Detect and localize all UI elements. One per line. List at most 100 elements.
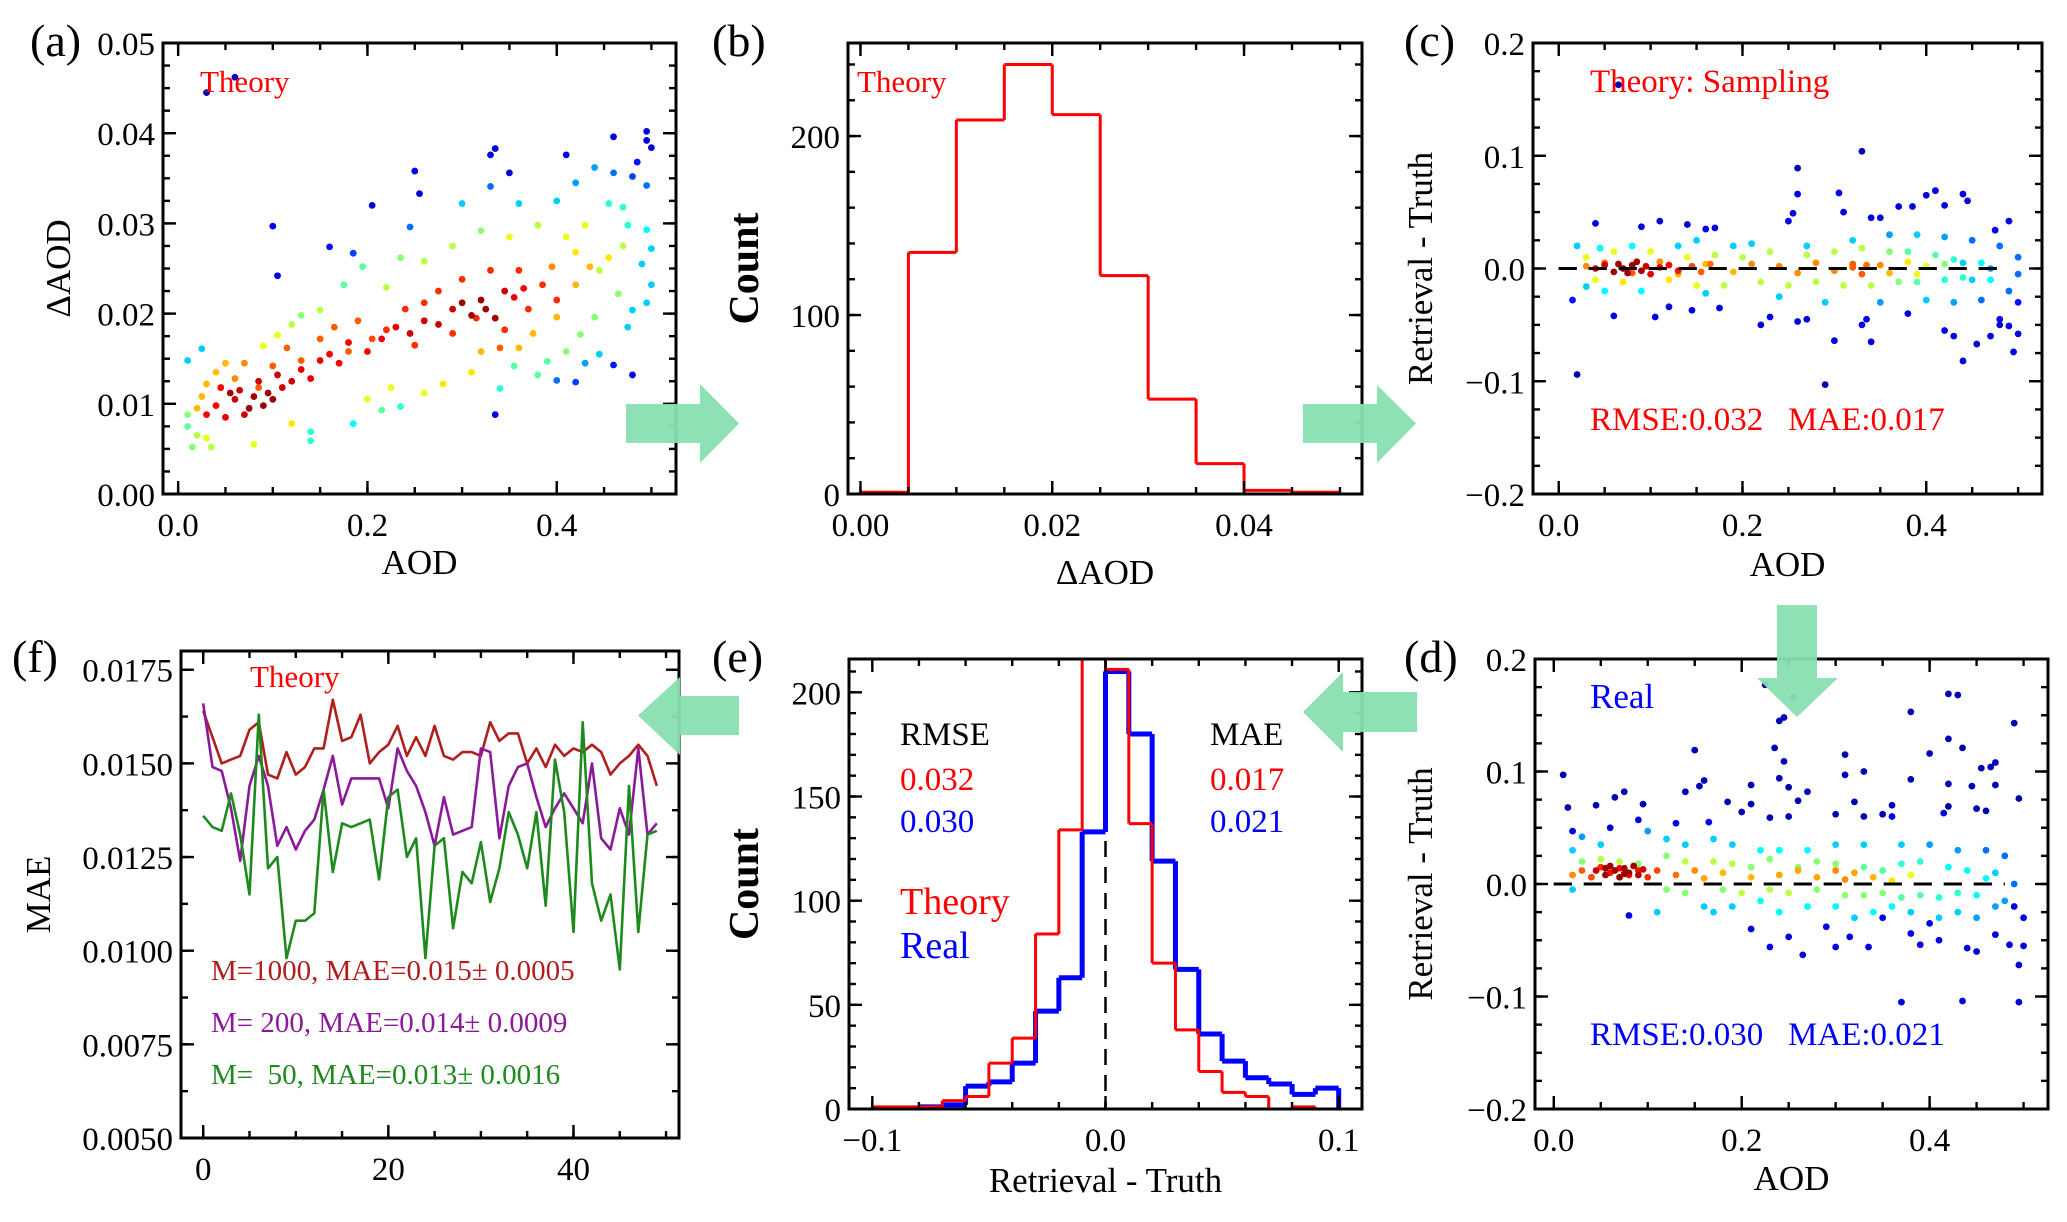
scatter-point xyxy=(510,362,518,370)
scatter-point xyxy=(1747,863,1755,871)
scatter-point xyxy=(1738,889,1746,897)
scatter-point xyxy=(1602,864,1609,872)
x-tick-label: 0.4 xyxy=(1909,1123,1950,1159)
panel-a: 0.0 0.2 0.4 0.00 0.01 0.02 0.03 0.04 0.05 (a) AOD Δ… xyxy=(30,15,678,582)
scatter-point xyxy=(1996,315,2004,323)
scatter-point xyxy=(1888,801,1896,809)
scatter-point xyxy=(1688,306,1696,314)
y-tick-label: 0.2 xyxy=(1486,643,1527,679)
scatter-point xyxy=(1578,867,1586,874)
scatter-point xyxy=(1766,313,1774,321)
plot-area-e xyxy=(870,659,1342,1109)
scatter-point xyxy=(1625,912,1633,919)
scatter-point xyxy=(1633,258,1641,266)
scatter-point xyxy=(1665,276,1673,284)
scatter-point xyxy=(1945,802,1952,810)
scatter-point xyxy=(1851,914,1858,922)
y-axis-label: ΔAOD xyxy=(39,219,78,317)
scatter-point xyxy=(184,411,192,419)
scatter-point xyxy=(1913,231,1921,239)
scatter-point xyxy=(1775,293,1783,301)
scatter-point xyxy=(1841,751,1849,759)
scatter-point xyxy=(1803,242,1811,250)
scatter-point xyxy=(231,395,239,403)
scatter-point xyxy=(1624,269,1632,277)
scatter-point xyxy=(1959,259,1967,267)
scatter-point xyxy=(1904,310,1912,317)
scatter-point xyxy=(1803,251,1811,259)
scatter-point xyxy=(1959,190,1967,198)
scatter-point xyxy=(1785,282,1792,289)
scatter-point xyxy=(1876,298,1884,306)
scatter-point xyxy=(1619,278,1627,286)
scatter-point xyxy=(1651,313,1659,321)
scatter-point xyxy=(1945,690,1952,698)
x-tick-label: 0.02 xyxy=(1023,508,1081,544)
scatter-point xyxy=(610,133,617,141)
scatter-point xyxy=(496,344,504,352)
scatter-point xyxy=(1616,873,1623,881)
scatter-point xyxy=(458,299,466,307)
scatter-point xyxy=(1683,221,1691,228)
scatter-point xyxy=(416,190,423,198)
scatter-point xyxy=(1932,187,1939,195)
scatter-point xyxy=(1766,886,1774,894)
scatter-point xyxy=(274,272,281,280)
scatter-point xyxy=(1681,841,1689,849)
scatter-point xyxy=(1860,891,1868,899)
scatter-point xyxy=(1963,944,1971,952)
scatter-point xyxy=(1775,774,1783,782)
scatter-point xyxy=(269,395,277,403)
scatter-point xyxy=(1705,818,1713,826)
scatter-point xyxy=(1729,242,1737,250)
scatter-point xyxy=(1747,781,1755,789)
scatter-point xyxy=(1610,268,1618,276)
x-tick-label: 0.1 xyxy=(1318,1123,1359,1159)
scatter-point xyxy=(1672,871,1680,879)
scatter-point xyxy=(1611,867,1619,874)
y-tick-label: 0.0 xyxy=(1486,868,1527,904)
scatter-point xyxy=(1835,189,1843,197)
y-tick-label: 0.2 xyxy=(1484,27,1525,63)
y-tick-label: 0.0125 xyxy=(82,841,173,877)
scatter-point xyxy=(1950,332,1958,340)
scatter-point xyxy=(529,330,537,337)
ticks xyxy=(848,43,1362,496)
scatter-point xyxy=(1945,863,1952,871)
scatter-point xyxy=(245,404,253,412)
scatter-point xyxy=(629,371,636,379)
scatter-point xyxy=(1973,914,1980,922)
scatter-point xyxy=(269,222,277,230)
scatter-point xyxy=(534,371,542,379)
scatter-point xyxy=(1858,147,1866,155)
scatter-point xyxy=(1672,819,1680,827)
scatter-point xyxy=(624,221,632,229)
scatter-point xyxy=(1766,248,1774,255)
x-tick-label: 0.00 xyxy=(832,508,890,544)
scatter-point xyxy=(1729,268,1737,276)
scatter-point xyxy=(1941,260,1949,268)
scatter-point xyxy=(1987,332,1994,340)
scatter-point xyxy=(449,305,457,313)
scatter-point xyxy=(345,339,352,346)
scatter-point xyxy=(297,312,305,319)
scatter-point xyxy=(562,151,570,159)
x-tick-label: 0.0 xyxy=(1538,508,1579,544)
scatter-point xyxy=(1794,269,1802,277)
scatter-point xyxy=(1916,858,1924,865)
scatter-point xyxy=(1656,258,1664,266)
scatter-point xyxy=(307,437,315,445)
scatter-point xyxy=(581,221,589,229)
scatter-point xyxy=(449,242,457,250)
scatter-point xyxy=(1638,267,1645,275)
axes-frame xyxy=(846,41,1364,496)
scatter-point xyxy=(1941,327,1949,334)
scatter-point xyxy=(1748,260,1756,268)
scatter-point xyxy=(1977,764,1985,772)
scatter-point xyxy=(1693,236,1700,244)
y-tick-label: 0.0150 xyxy=(82,747,173,783)
scatter-point xyxy=(1898,860,1905,868)
scatter-point xyxy=(1822,923,1830,931)
scatter-point xyxy=(1771,744,1778,752)
scatter-point xyxy=(2010,719,2018,727)
